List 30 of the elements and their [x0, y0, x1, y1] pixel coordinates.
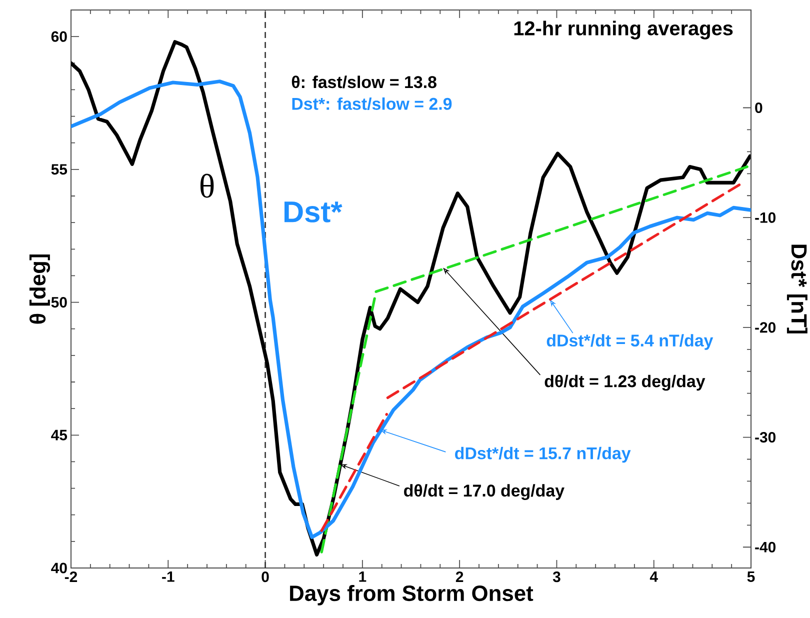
- series-label: Dst*: [284, 202, 342, 222]
- y2-tick-label: -40: [755, 542, 776, 552]
- x-tick-label: 2: [456, 572, 464, 582]
- x-tick-label: 5: [747, 572, 755, 582]
- annotation: dDst*/dt = 15.7 nT/day: [455, 446, 631, 463]
- y-tick-label: 55: [51, 164, 68, 175]
- annotation: 12-hr running averages: [514, 20, 733, 40]
- y-tick-label: 50: [51, 296, 67, 308]
- annotation: Dst*: fast/slow = 2.9: [292, 97, 452, 110]
- annotation: dθ/dt = 17.0 deg/day: [404, 484, 564, 500]
- x-tick-label: 1: [359, 572, 366, 582]
- y2-tick-label: -20: [755, 322, 776, 333]
- y-axis-title: θ [deg]: [29, 254, 50, 324]
- x-axis-title: Days from Storm Onset: [290, 584, 534, 606]
- annotation: θ: fast/slow = 13.8: [292, 76, 436, 88]
- x-tick-label: 0: [262, 572, 269, 582]
- annotation: dθ/dt = 1.23 deg/day: [544, 374, 706, 391]
- x-tick-label: -2: [64, 572, 78, 582]
- y2-tick-label: 0: [755, 102, 762, 114]
- y-tick-label: 60: [51, 31, 67, 42]
- annotation: dDst*/dt = 5.4 nT/day: [546, 334, 714, 350]
- y2-axis-title: Dst* [nT]: [786, 244, 808, 334]
- x-tick-label: -1: [162, 572, 174, 582]
- series-label: θ: [200, 174, 214, 198]
- x-tick-label: 4: [650, 572, 658, 582]
- y2-tick-label: -30: [755, 432, 776, 443]
- y2-tick-label: -10: [755, 212, 776, 223]
- y-tick-label: 40: [51, 562, 67, 574]
- x-tick-label: 3: [552, 572, 560, 582]
- y-tick-label: 45: [51, 430, 68, 440]
